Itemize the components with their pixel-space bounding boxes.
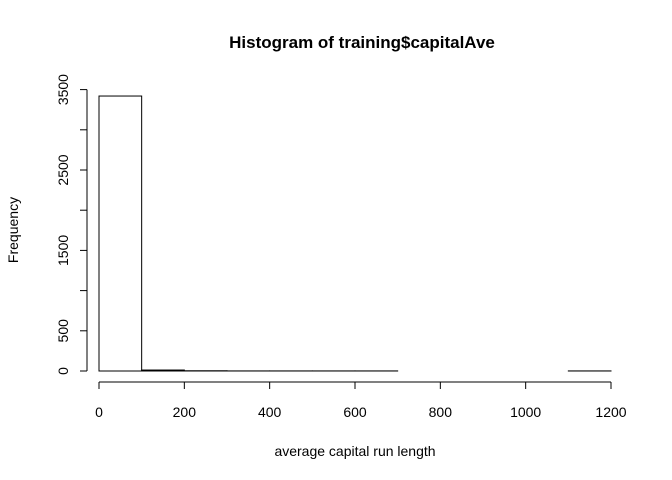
x-tick-label: 400: [258, 404, 282, 420]
x-tick-label: 200: [173, 404, 197, 420]
x-tick-label: 800: [429, 404, 453, 420]
y-tick-label: 2500: [55, 154, 71, 185]
x-axis: 0 200 400 600 800 1000 1200: [95, 381, 627, 420]
histogram-bar: [98, 95, 143, 372]
y-tick-label: 500: [55, 319, 71, 343]
x-tick-label: 0: [95, 404, 103, 420]
x-axis-label: average capital run length: [274, 443, 435, 459]
y-tick-label: 0: [55, 367, 71, 375]
chart-title: Histogram of training$capitalAve: [229, 33, 495, 52]
y-tick-label: 1500: [55, 235, 71, 266]
histogram-bar: [141, 369, 185, 372]
x-tick-label: 1000: [510, 404, 541, 420]
x-tick-label: 1200: [595, 404, 626, 420]
y-axis-label: Frequency: [5, 197, 21, 263]
y-axis: 0 500 1500 2500 3500: [55, 74, 88, 375]
y-tick-label: 3500: [55, 74, 71, 105]
bars-group: [98, 95, 612, 372]
x-tick-label: 600: [343, 404, 367, 420]
